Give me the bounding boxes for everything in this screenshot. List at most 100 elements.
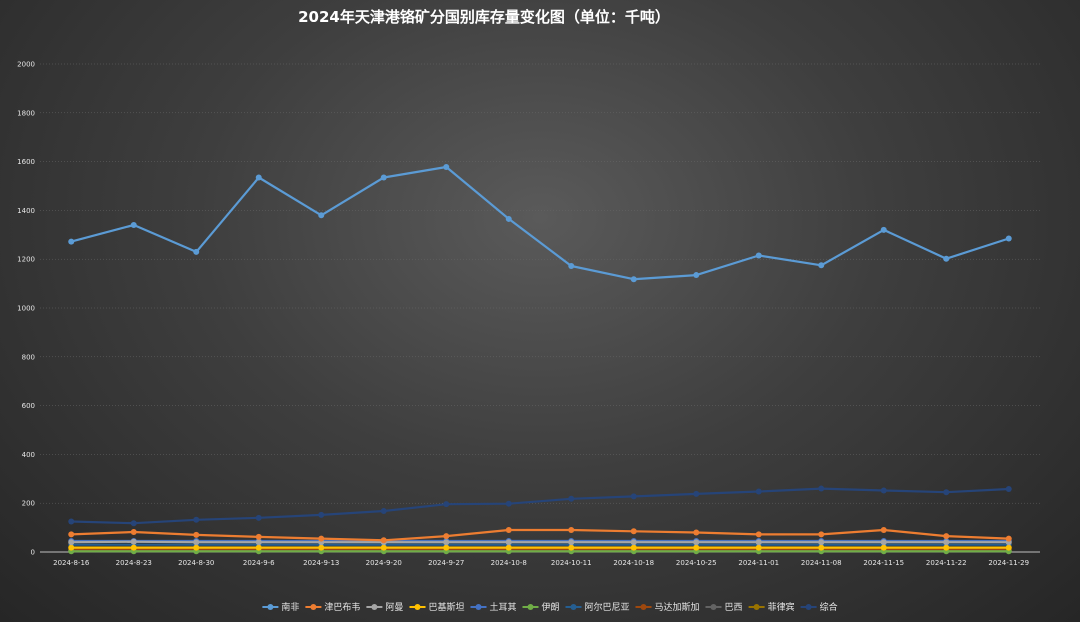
data-point — [880, 226, 887, 233]
y-tick-label: 400 — [22, 451, 35, 459]
legend-swatch-marker — [414, 604, 421, 610]
data-point — [255, 539, 262, 546]
legend-label: 津巴布韦 — [324, 601, 360, 613]
series-1 — [68, 527, 1012, 544]
data-point — [68, 544, 75, 551]
x-tick-label: 2024-10-18 — [613, 559, 654, 567]
data-point — [880, 544, 887, 551]
data-point — [568, 544, 575, 551]
legend-swatch-marker — [475, 604, 482, 610]
data-point — [130, 520, 137, 527]
data-point — [380, 174, 387, 181]
y-tick-label: 0 — [31, 549, 35, 557]
legend-item: 马达加斯加 — [635, 601, 700, 613]
data-point — [443, 544, 450, 551]
data-point — [318, 544, 325, 551]
legend-swatch-marker — [805, 604, 812, 610]
legend-swatch-marker — [527, 604, 534, 610]
data-point — [818, 531, 825, 538]
data-point — [1005, 544, 1012, 551]
legend-label: 阿曼 — [385, 602, 403, 613]
legend-label: 土耳其 — [490, 601, 517, 613]
data-point — [818, 544, 825, 551]
data-point — [943, 255, 950, 262]
series-line — [71, 487, 1009, 525]
series-line — [71, 528, 1009, 542]
data-point — [755, 252, 762, 259]
data-point — [568, 495, 575, 502]
legend-label: 马达加斯加 — [655, 601, 700, 613]
data-point — [818, 262, 825, 269]
legend-label: 巴西 — [725, 602, 743, 613]
legend-item: 土耳其 — [470, 601, 517, 613]
y-tick-label: 600 — [22, 402, 35, 410]
data-point — [193, 248, 200, 255]
data-point — [505, 527, 512, 534]
data-point — [818, 485, 825, 492]
y-tick-label: 2000 — [17, 61, 35, 69]
x-tick-label: 2024-9-6 — [243, 559, 275, 567]
data-point — [68, 531, 75, 538]
data-point — [505, 500, 512, 507]
y-tick-label: 800 — [22, 353, 35, 361]
data-point — [380, 508, 387, 515]
data-point — [318, 212, 325, 219]
data-point — [1005, 235, 1012, 242]
data-point — [443, 501, 450, 508]
legend-label: 巴基斯坦 — [429, 601, 465, 613]
data-point — [193, 539, 200, 546]
data-point — [943, 489, 950, 496]
data-point — [1005, 486, 1012, 493]
data-point — [630, 493, 637, 500]
data-point — [568, 527, 575, 534]
data-point — [255, 533, 262, 540]
gridlines — [40, 63, 1040, 504]
data-point — [630, 276, 637, 283]
data-point — [130, 222, 137, 229]
data-point — [1005, 535, 1012, 542]
legend-item: 巴基斯坦 — [409, 601, 465, 613]
x-tick-label: 2024-10-8 — [491, 559, 527, 567]
data-point — [130, 544, 137, 551]
x-tick-label: 2024-11-08 — [801, 559, 842, 567]
x-tick-label: 2024-8-16 — [53, 559, 90, 567]
legend-label: 综合 — [820, 601, 838, 613]
data-point — [130, 538, 137, 545]
legend-label: 伊朗 — [542, 601, 560, 613]
data-point — [380, 544, 387, 551]
data-point — [755, 544, 762, 551]
data-point — [193, 516, 200, 523]
data-point — [130, 528, 137, 535]
legend-label: 南非 — [281, 601, 299, 613]
legend-swatch-marker — [753, 604, 760, 610]
legend-label: 菲律宾 — [768, 601, 795, 613]
data-point — [630, 539, 637, 546]
y-tick-label: 1800 — [17, 109, 35, 117]
data-point — [693, 539, 700, 546]
data-point — [630, 544, 637, 551]
data-point — [880, 527, 887, 534]
y-tick-label: 1400 — [17, 207, 35, 215]
data-point — [693, 529, 700, 536]
legend-swatch-marker — [371, 604, 378, 610]
legend-item: 巴西 — [705, 602, 743, 613]
legend-label: 阿尔巴尼亚 — [585, 601, 630, 613]
data-point — [568, 539, 575, 546]
data-point — [568, 263, 575, 270]
y-tick-label: 1600 — [17, 158, 35, 166]
data-point — [193, 531, 200, 538]
x-tick-label: 2024-9-20 — [366, 559, 402, 567]
legend-item: 伊朗 — [522, 601, 560, 613]
data-point — [505, 539, 512, 546]
data-point — [380, 537, 387, 544]
series-3 — [68, 544, 1012, 551]
data-point — [755, 531, 762, 538]
data-point — [693, 544, 700, 551]
legend-item: 南非 — [262, 601, 299, 613]
data-point — [443, 163, 450, 170]
data-point — [880, 487, 887, 494]
legend-swatch-marker — [640, 604, 647, 610]
legend: 南非 津巴布韦 阿曼 巴基斯坦 土耳其 伊朗 阿尔巴尼亚 马达加斯加 巴西 菲律宾 综合 — [262, 601, 838, 613]
series-lines — [68, 163, 1012, 555]
